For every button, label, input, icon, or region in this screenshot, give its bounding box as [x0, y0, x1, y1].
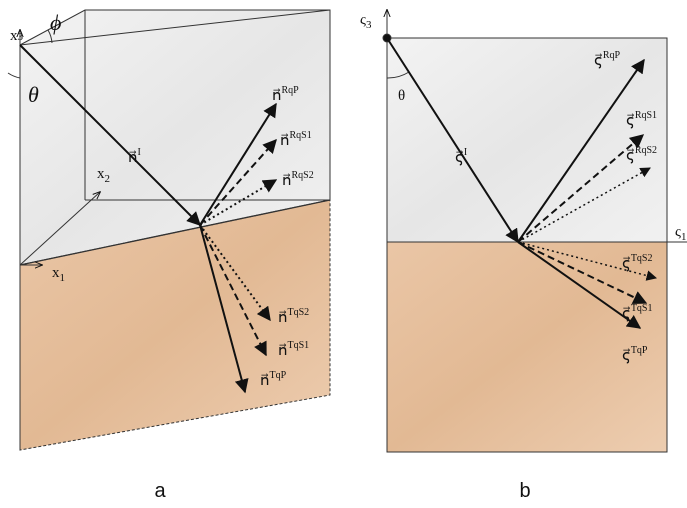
panel-b [383, 10, 687, 452]
lower-medium [387, 242, 667, 452]
axis-label: x3 [10, 28, 24, 44]
upper-medium [387, 38, 667, 242]
axis-label: ς1 [675, 224, 686, 243]
axis-label: ς3 [360, 12, 372, 31]
figure: x3 x2 x1 ϕ θ n⃗I n⃗RqP n⃗RqS1 n⃗RqS2 n⃗T… [0, 0, 687, 508]
angle-label: ϕ [50, 10, 61, 35]
caption: a [154, 480, 166, 502]
theta-arc [8, 73, 20, 78]
caption: b [519, 480, 530, 502]
angle-label: θ [398, 88, 405, 104]
panel-a [8, 10, 330, 450]
angle-label: θ [28, 82, 39, 107]
